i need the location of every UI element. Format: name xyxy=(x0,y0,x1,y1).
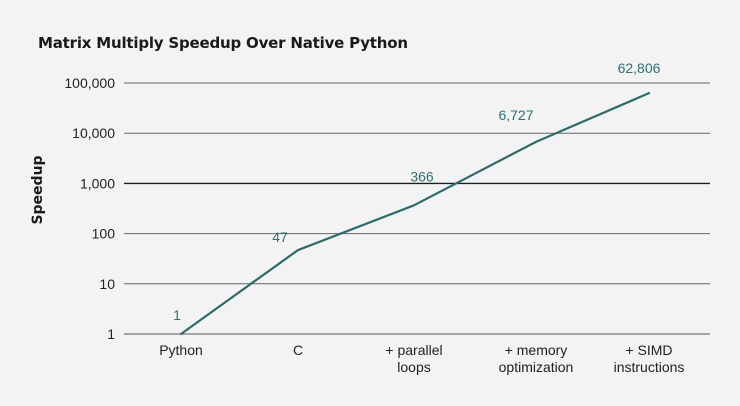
data-label: 366 xyxy=(410,168,434,184)
x-tick-label: + SIMD instructions xyxy=(614,342,685,375)
x-tick-label: + memory optimization xyxy=(499,342,574,375)
y-axis-label: Speedup xyxy=(30,155,46,224)
data-label: 1 xyxy=(173,307,181,323)
data-label: 6,727 xyxy=(498,107,533,123)
y-tick-label: 100,000 xyxy=(64,75,115,91)
data-labels: 1 47 366 6,727 62,806 xyxy=(173,60,661,323)
x-tick-label: Python xyxy=(159,342,203,358)
data-label: 62,806 xyxy=(618,60,661,76)
series-line-speedup xyxy=(179,92,651,336)
x-axis-ticks: Python C + parallel loops + memory optimizati… xyxy=(159,342,684,375)
y-tick-label: 1,000 xyxy=(80,175,115,191)
y-tick-label: 1 xyxy=(107,326,115,342)
data-label: 47 xyxy=(272,229,288,245)
series xyxy=(179,92,651,336)
y-tick-label: 100 xyxy=(92,226,116,242)
chart-title: Matrix Multiply Speedup Over Native Pyth… xyxy=(38,34,408,52)
gridlines xyxy=(124,82,710,335)
x-tick-label: C xyxy=(293,342,303,358)
y-tick-label: 10 xyxy=(99,276,115,292)
y-axis-ticks: 1 10 100 1,000 10,000 100,000 xyxy=(64,75,115,342)
y-tick-label: 10,000 xyxy=(72,125,115,141)
x-tick-label: + parallel loops xyxy=(385,342,442,375)
